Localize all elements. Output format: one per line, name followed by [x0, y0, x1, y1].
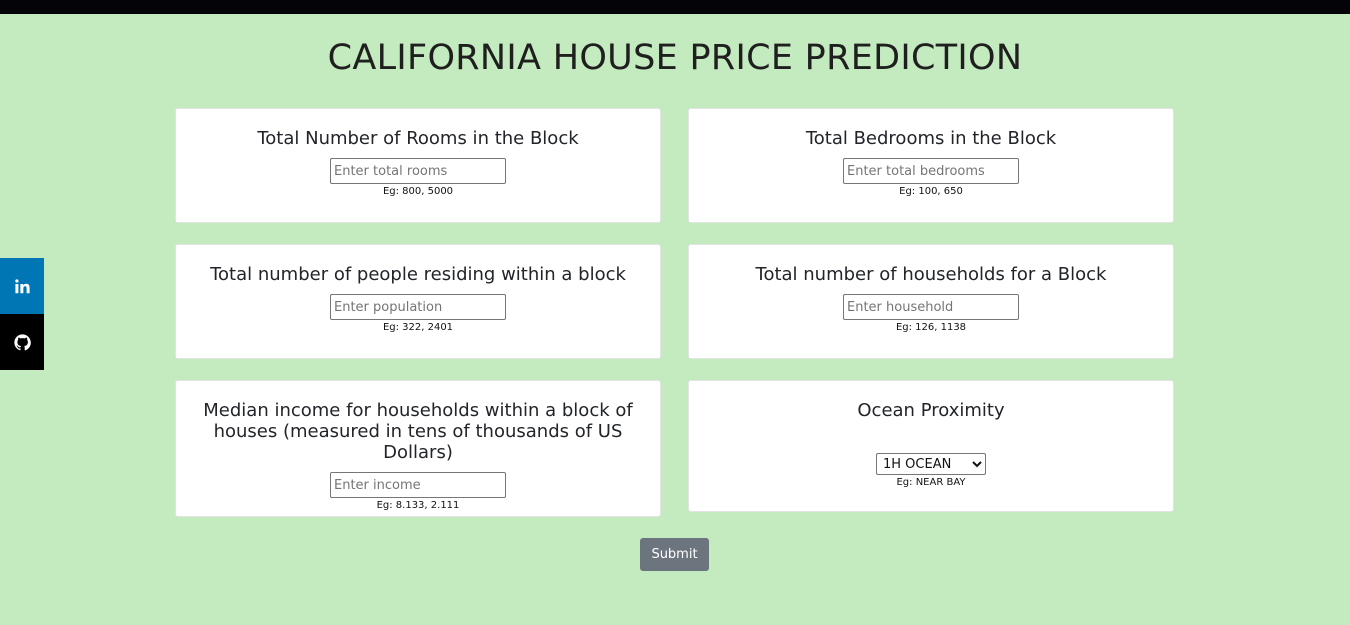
ocean-proximity-card: Ocean Proximity 1H OCEAN Eg: NEAR BAY [688, 380, 1174, 512]
households-input[interactable] [843, 294, 1019, 320]
population-card: Total number of people residing within a… [175, 244, 661, 359]
ocean-proximity-hint: Eg: NEAR BAY [896, 477, 966, 488]
submit-button[interactable]: Submit [640, 538, 709, 571]
bedrooms-label: Total Bedrooms in the Block [805, 128, 1057, 149]
population-hint: Eg: 322, 2401 [382, 322, 454, 333]
ocean-proximity-select[interactable]: 1H OCEAN [876, 453, 986, 475]
rooms-label: Total Number of Rooms in the Block [257, 128, 579, 149]
rooms-card: Total Number of Rooms in the Block Eg: 8… [175, 108, 661, 223]
households-label: Total number of households for a Block [755, 264, 1107, 285]
income-hint: Eg: 8.133, 2.111 [376, 500, 460, 511]
population-input[interactable] [330, 294, 506, 320]
ocean-proximity-label: Ocean Proximity [857, 400, 1005, 421]
income-card: Median income for households within a bl… [175, 380, 661, 517]
github-link[interactable] [0, 314, 44, 370]
rooms-input[interactable] [330, 158, 506, 184]
rooms-hint: Eg: 800, 5000 [382, 186, 454, 197]
bedrooms-card: Total Bedrooms in the Block Eg: 100, 650 [688, 108, 1174, 223]
households-hint: Eg: 126, 1138 [895, 322, 967, 333]
income-label: Median income for households within a bl… [203, 400, 633, 463]
income-input[interactable] [330, 472, 506, 498]
linkedin-link[interactable] [0, 258, 44, 314]
github-icon [13, 333, 31, 350]
page-title: CALIFORNIA HOUSE PRICE PREDICTION [327, 38, 1023, 78]
households-card: Total number of households for a Block E… [688, 244, 1174, 359]
population-label: Total number of people residing within a… [210, 264, 626, 285]
bedrooms-hint: Eg: 100, 650 [899, 186, 963, 197]
linkedin-icon [14, 278, 30, 293]
top-bar [0, 0, 1350, 14]
bedrooms-input[interactable] [843, 158, 1019, 184]
